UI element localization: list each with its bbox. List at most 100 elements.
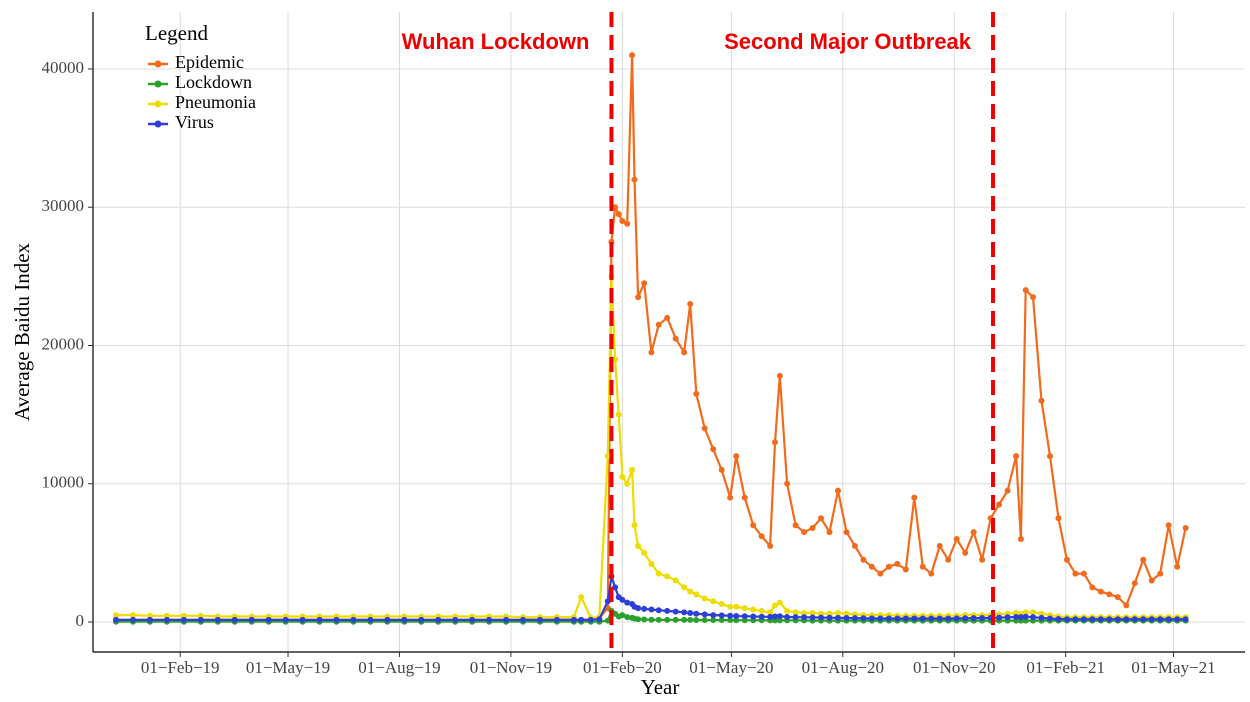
data-point <box>681 609 688 616</box>
event-label: Second Major Outbreak <box>724 29 972 54</box>
data-point <box>180 612 187 619</box>
data-point <box>902 566 909 573</box>
data-point <box>868 563 875 570</box>
data-point <box>1013 453 1020 460</box>
data-point <box>1148 577 1155 584</box>
data-point <box>624 220 631 227</box>
data-point <box>953 536 960 543</box>
data-point <box>843 529 850 536</box>
data-point <box>919 615 926 622</box>
data-point <box>655 321 662 328</box>
x-tick-label: 01−Aug−20 <box>802 658 884 677</box>
data-point <box>885 563 892 570</box>
data-point <box>1182 616 1189 623</box>
data-point <box>741 613 748 620</box>
x-tick-label: 01−Nov−19 <box>470 658 552 677</box>
data-point <box>367 616 374 623</box>
data-point <box>792 609 799 616</box>
data-point <box>801 610 808 617</box>
data-point <box>1017 614 1024 621</box>
data-point <box>750 606 757 613</box>
x-axis-title: Year <box>641 675 680 699</box>
data-point <box>578 594 585 601</box>
data-point <box>282 616 289 623</box>
data-point <box>1046 453 1053 460</box>
data-point <box>553 616 560 623</box>
data-point <box>604 453 611 460</box>
x-tick-label: 01−Feb−21 <box>1026 658 1105 677</box>
data-point <box>578 616 585 623</box>
data-point <box>1022 287 1029 294</box>
data-point <box>1022 613 1029 620</box>
data-point <box>536 616 543 623</box>
data-point <box>1072 616 1079 623</box>
x-tick-label: 01−Nov−20 <box>913 658 995 677</box>
data-point <box>979 556 986 563</box>
data-point <box>619 596 626 603</box>
data-point <box>919 563 926 570</box>
data-point <box>727 612 734 619</box>
data-point <box>936 615 943 622</box>
data-point <box>681 616 688 623</box>
data-point <box>316 616 323 623</box>
data-point <box>868 615 875 622</box>
data-point <box>1123 602 1130 609</box>
data-point <box>664 314 671 321</box>
data-point <box>826 614 833 621</box>
data-point <box>631 522 638 529</box>
data-point <box>710 446 717 453</box>
data-point <box>784 480 791 487</box>
data-point <box>851 615 858 622</box>
data-point <box>1046 615 1053 622</box>
data-point <box>672 335 679 342</box>
data-point <box>681 584 688 591</box>
data-point <box>877 570 884 577</box>
x-tick-label: 01−Aug−19 <box>358 658 440 677</box>
data-point <box>612 204 619 211</box>
x-tick-label: 01−May−19 <box>246 658 330 677</box>
data-point <box>1013 614 1020 621</box>
data-point <box>214 616 221 623</box>
x-tick-label: 01−Feb−20 <box>583 658 662 677</box>
data-point <box>418 616 425 623</box>
data-point <box>809 614 816 621</box>
data-point <box>452 616 459 623</box>
data-point <box>718 466 725 473</box>
data-point <box>826 529 833 536</box>
data-point <box>970 615 977 622</box>
data-point <box>129 616 136 623</box>
data-point <box>1114 594 1121 601</box>
data-point <box>520 616 527 623</box>
data-point <box>664 616 671 623</box>
data-point <box>928 615 935 622</box>
data-point <box>701 425 708 432</box>
x-tick-label: 01−Feb−19 <box>141 658 220 677</box>
data-point <box>641 605 648 612</box>
data-point <box>648 616 655 623</box>
data-point <box>1080 570 1087 577</box>
data-point <box>163 612 170 619</box>
plot-area <box>113 52 1189 625</box>
data-point <box>1114 616 1121 623</box>
legend-label: Virus <box>175 112 214 132</box>
data-point <box>197 616 204 623</box>
data-point <box>615 411 622 418</box>
data-point <box>619 218 626 225</box>
data-point <box>401 616 408 623</box>
y-tick-label: 10000 <box>42 473 85 492</box>
data-point <box>619 473 626 480</box>
data-point <box>784 607 791 614</box>
data-point <box>612 356 619 363</box>
legend-swatch-dot <box>154 120 162 128</box>
data-point <box>163 616 170 623</box>
data-point <box>1089 584 1096 591</box>
data-point <box>435 616 442 623</box>
data-point <box>928 570 935 577</box>
data-point <box>1140 616 1147 623</box>
legend-swatch-dot <box>154 60 162 68</box>
legend-label: Epidemic <box>175 52 244 72</box>
data-point <box>784 614 791 621</box>
data-point <box>1038 610 1045 617</box>
x-tick-label: 01−May−20 <box>689 658 773 677</box>
